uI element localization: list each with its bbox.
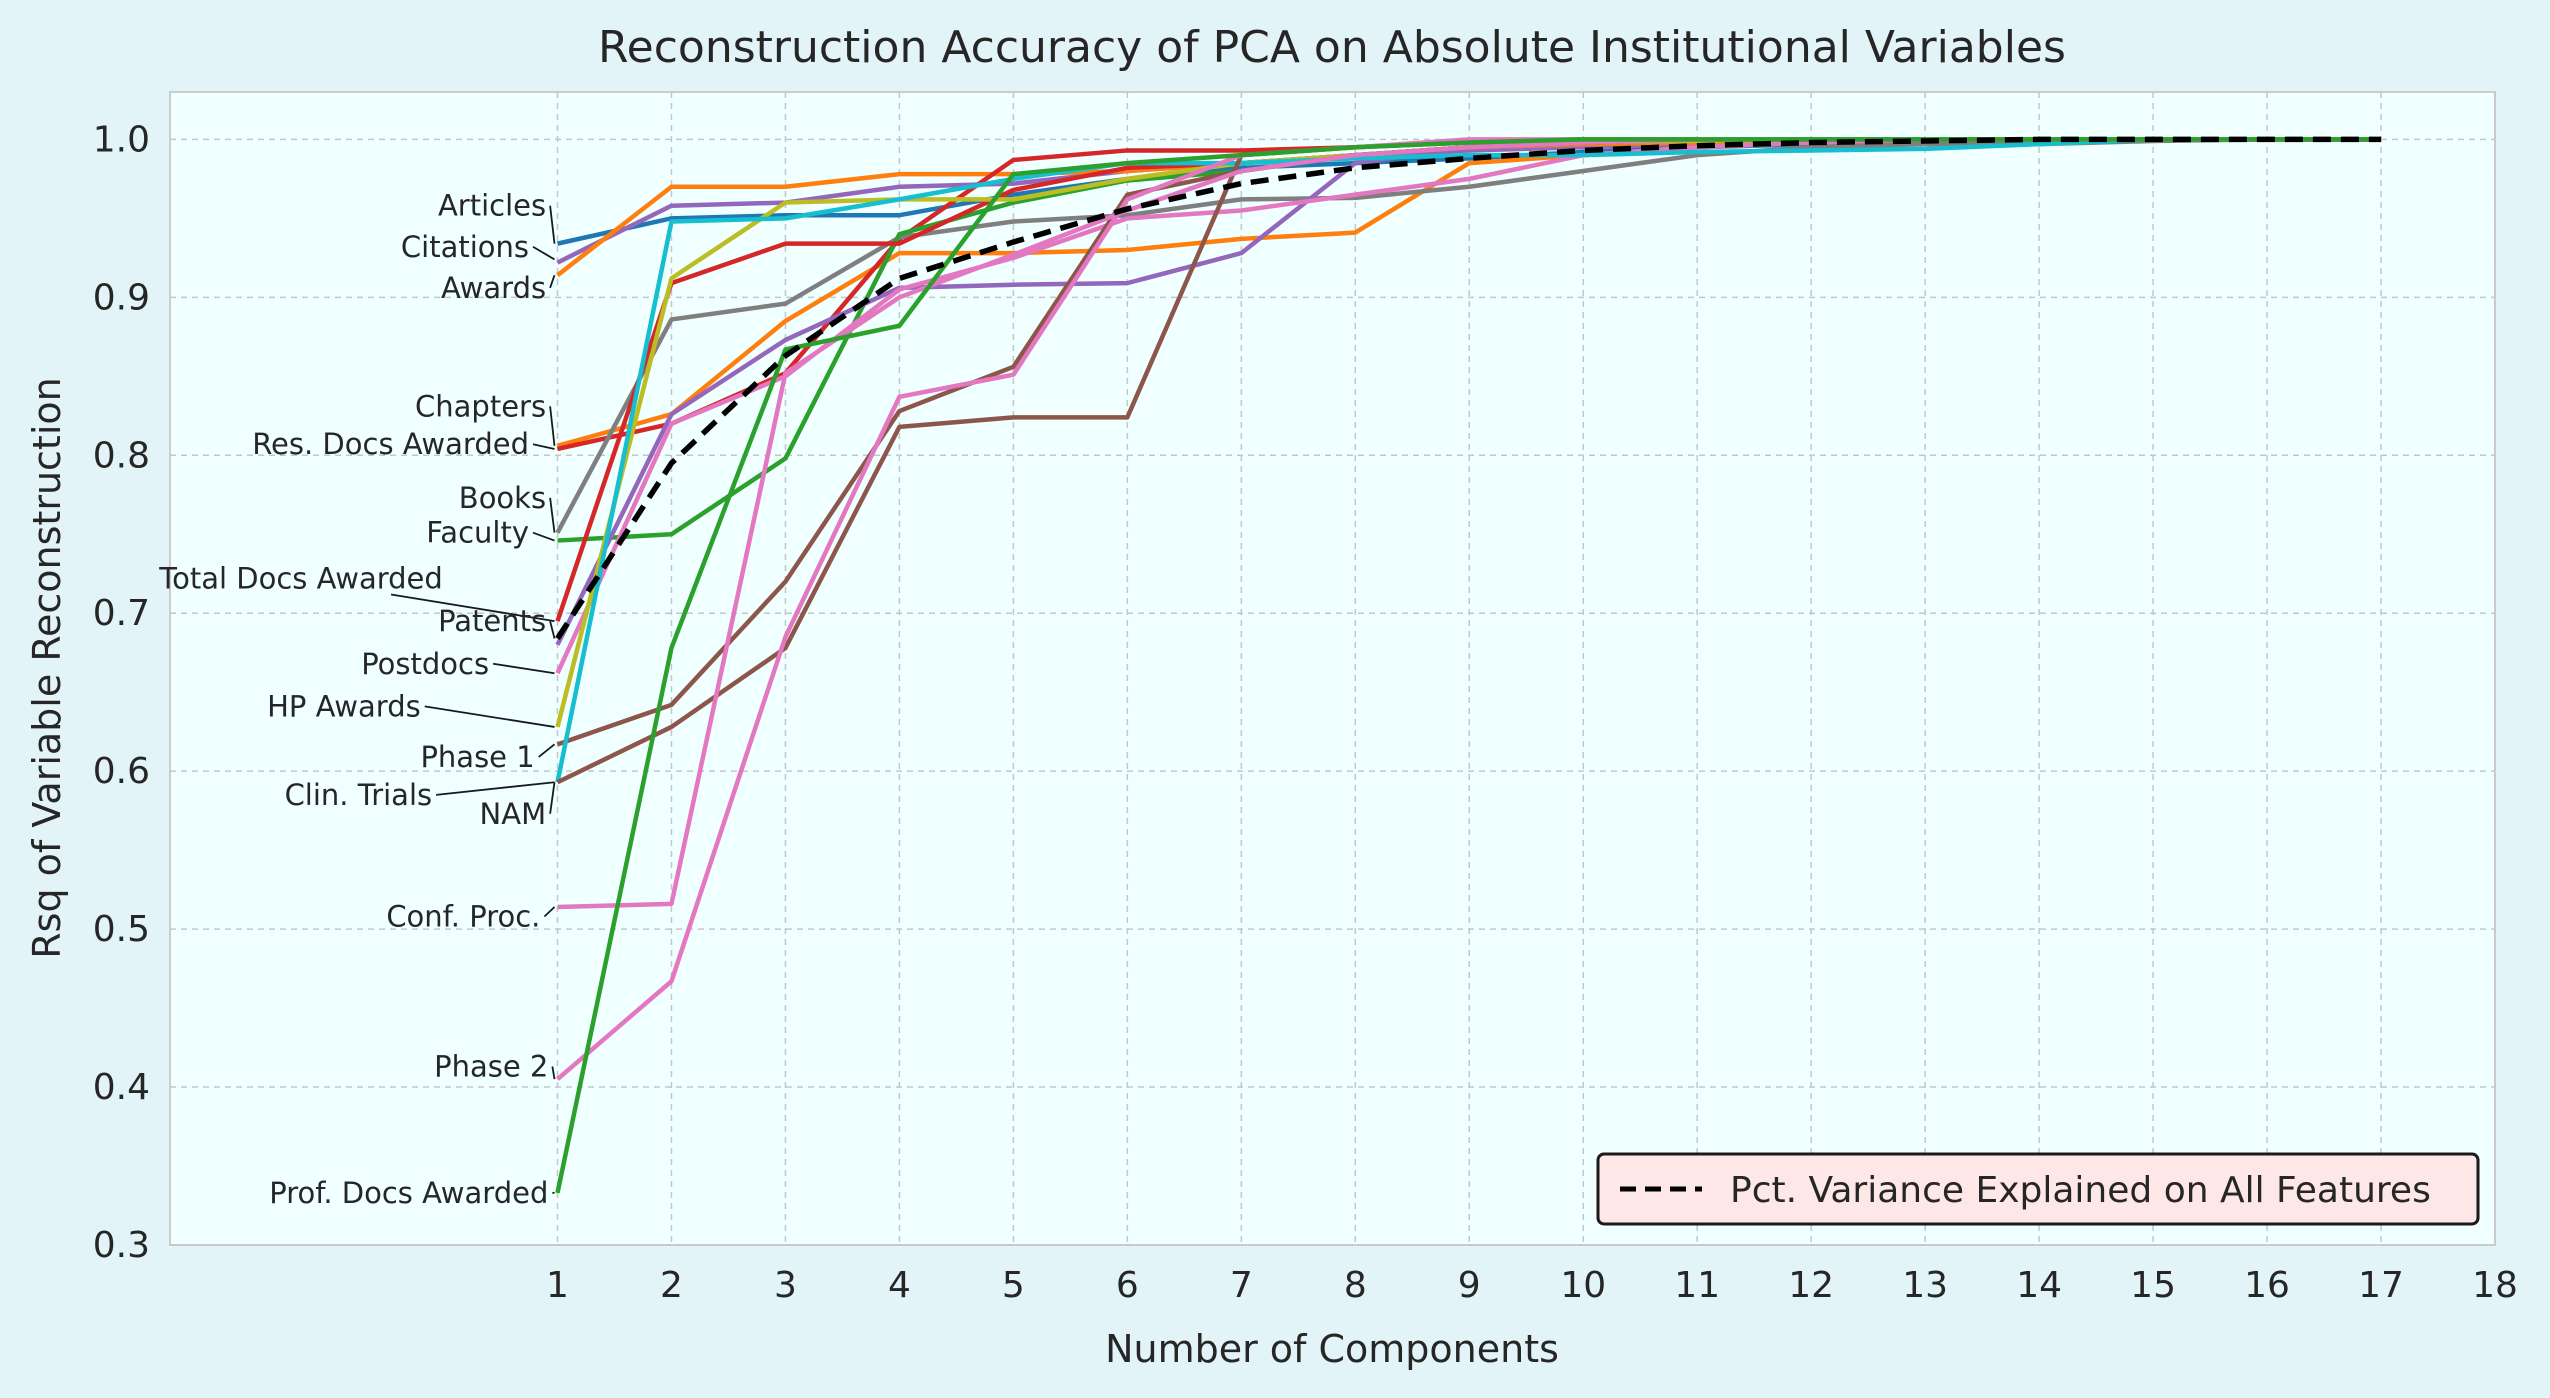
y-tick-label: 0.9 <box>93 277 150 318</box>
annotation-label: Res. Docs Awarded <box>252 427 529 461</box>
annotation-label: Clin. Trials <box>285 778 433 812</box>
annotation-connector <box>424 705 555 728</box>
legend-box <box>1596 1152 2480 1226</box>
annotation-connector <box>538 743 556 758</box>
annotation-label: Patents <box>438 604 546 638</box>
x-tick-label: 12 <box>1788 1265 1834 1306</box>
annotation-label: Phase 1 <box>420 740 534 774</box>
y-tick-label: 1.0 <box>93 119 150 160</box>
annotation-connector <box>436 781 555 796</box>
annotations: Articles Citations Awards Chapters Res. Docs… <box>158 189 556 1210</box>
y-axis-label: Rsq of Variable Reconstruction <box>25 377 69 958</box>
x-tick-label: 14 <box>2016 1265 2062 1306</box>
x-tick-label: 5 <box>1002 1265 1025 1306</box>
annotation-label: Phase 2 <box>434 1050 548 1084</box>
annotation-connector <box>532 531 555 542</box>
x-tick-label: 7 <box>1230 1265 1253 1306</box>
y-tick-label: 0.8 <box>93 435 150 476</box>
annotation-connector <box>549 205 556 244</box>
annotation-label: Chapters <box>415 389 546 423</box>
legend-label: Pct. Variance Explained on All Features <box>1730 1170 2431 1211</box>
annotation-label: Awards <box>441 271 546 305</box>
legend: Pct. Variance Explained on All Features <box>1596 1152 2480 1226</box>
x-tick-label: 3 <box>774 1265 797 1306</box>
x-tick-label: 15 <box>2130 1265 2176 1306</box>
annotation-label: Total Docs Awarded <box>158 561 443 595</box>
x-tick-label: 13 <box>1902 1265 1948 1306</box>
y-tick-label: 0.5 <box>93 909 150 950</box>
series-line <box>555 136 2382 640</box>
annotation-label: NAM <box>480 797 547 831</box>
annotation-connector <box>549 620 556 639</box>
annotation-connector <box>549 782 556 814</box>
annotation-label: Postdocs <box>361 647 489 681</box>
x-axis-label: Number of Components <box>1105 1327 1559 1371</box>
annotation-connector <box>549 406 556 446</box>
x-tick-label: 17 <box>2358 1265 2404 1306</box>
chart-title: Reconstruction Accuracy of PCA on Absolu… <box>598 22 2066 73</box>
x-tick-label: 11 <box>1674 1265 1720 1306</box>
annotation-connector <box>532 246 555 261</box>
x-tick-label: 2 <box>660 1265 683 1306</box>
annotation-label: Conf. Proc. <box>386 899 540 933</box>
series-line <box>555 137 2382 783</box>
annotation-label: Articles <box>438 189 546 223</box>
annotation-connector <box>551 1066 556 1080</box>
x-tick-label: 18 <box>2472 1265 2518 1306</box>
annotation-label: Faculty <box>426 516 529 550</box>
y-tick-label: 0.4 <box>93 1067 150 1108</box>
series-lines <box>555 136 2382 1194</box>
x-tick-label: 16 <box>2244 1265 2290 1306</box>
y-tick-label: 0.3 <box>93 1225 150 1266</box>
x-tick-label: 8 <box>1344 1265 1367 1306</box>
annotation-label: Books <box>459 481 546 515</box>
annotation-connector <box>390 593 555 623</box>
annotation-connector <box>543 906 556 918</box>
annotation-label: Citations <box>401 230 529 264</box>
x-tick-label: 1 <box>546 1265 569 1306</box>
annotation-label: Prof. Docs Awarded <box>269 1176 548 1210</box>
x-tick-label: 9 <box>1458 1265 1481 1306</box>
annotation-label: HP Awards <box>267 689 421 723</box>
x-tick-label: 4 <box>888 1265 911 1306</box>
annotation-connector <box>492 662 555 675</box>
x-tick-labels: 1 2 3 4 5 6 7 8 9 10 11 12 13 14 15 16 17 18 <box>546 1265 2518 1306</box>
x-tick-label: 6 <box>1116 1265 1139 1306</box>
x-tick-label: 10 <box>1560 1265 1606 1306</box>
annotation-connector <box>549 497 556 533</box>
annotation-connector <box>549 274 556 289</box>
y-tick-label: 0.7 <box>93 593 150 634</box>
annotation-connector <box>532 443 555 450</box>
y-tick-labels: 0.3 0.4 0.5 0.6 0.7 0.8 0.9 1.0 <box>93 119 150 1266</box>
y-tick-label: 0.6 <box>93 751 150 792</box>
